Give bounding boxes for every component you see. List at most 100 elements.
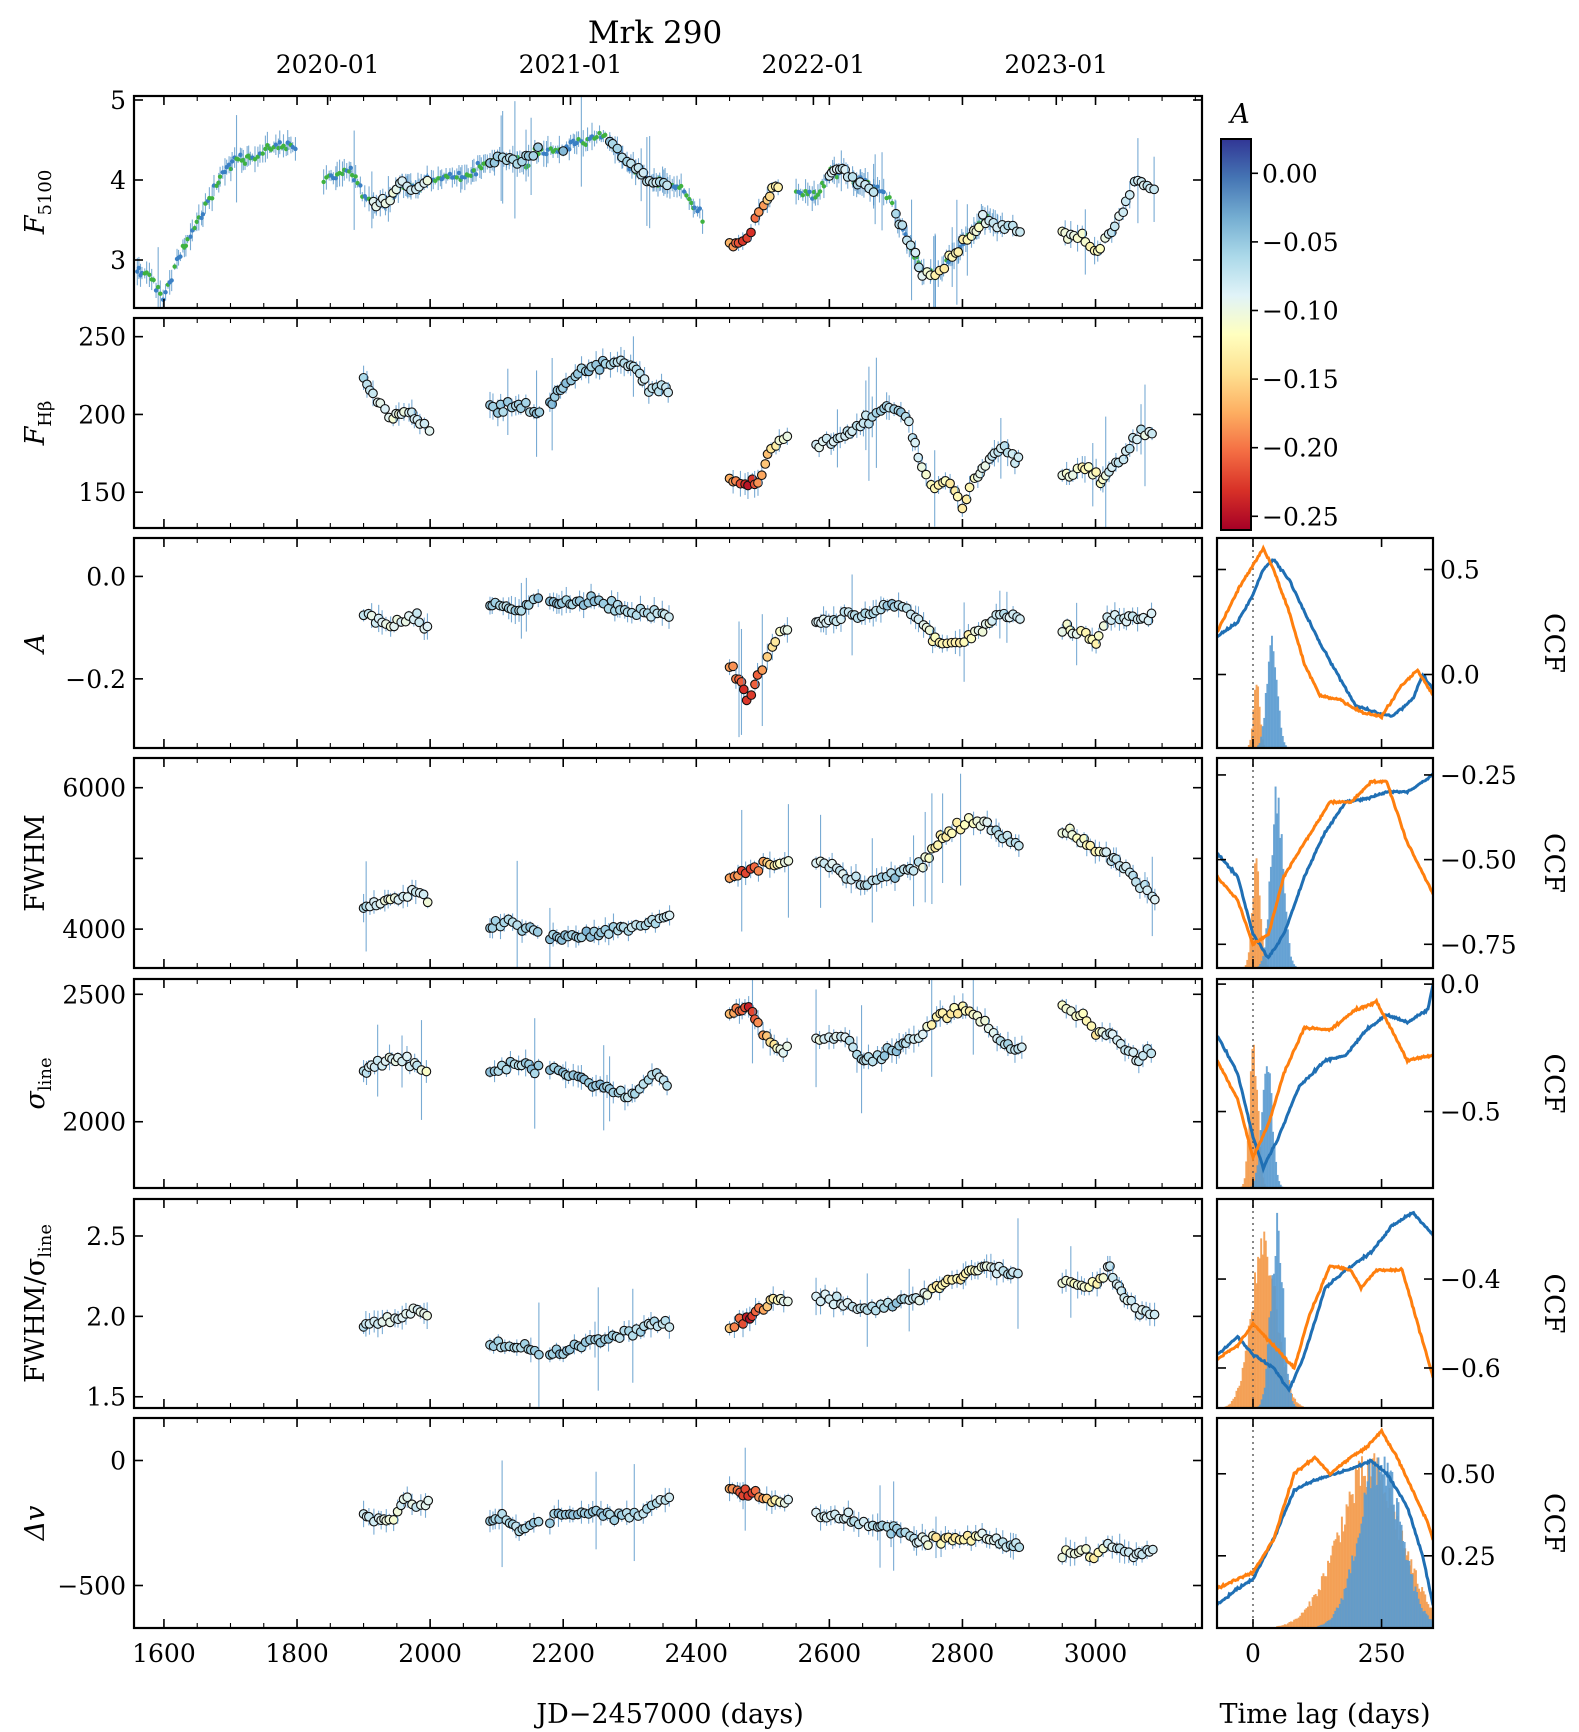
ccf-histogram-bar (1282, 868, 1285, 968)
marker-f5100 (574, 140, 579, 146)
panel-frame-fwhm (132, 756, 1204, 970)
ccf-curve-orange (1217, 544, 1433, 721)
marker-fhb (760, 459, 771, 469)
x-tick-label: 2000 (398, 1639, 462, 1668)
ccf-histogram-bar (1254, 1075, 1257, 1188)
marker-fhb (639, 374, 650, 384)
ccf-histogram-bar (1274, 786, 1277, 968)
marker-dv (664, 1492, 675, 1503)
panel-dv: −500 0 Δv (20, 1416, 1204, 1630)
y-label-subscript: line (35, 1057, 56, 1091)
marker-dv (1081, 1544, 1091, 1554)
ccf-histogram-bar (1247, 952, 1250, 968)
ccf-histogram-bar (1452, 1624, 1454, 1628)
ccf-histogram-bar (1316, 1596, 1319, 1628)
marker-sigma (980, 1015, 990, 1026)
ccf-histogram-bar (1308, 1601, 1311, 1628)
top-axis-tick-label: 2021-01 (519, 50, 623, 79)
ccf-histogram-bar (1258, 1145, 1261, 1188)
ccf-histogram-bar (1227, 1404, 1230, 1408)
colorbar-tick-label: −0.25 (1262, 502, 1339, 531)
ccf-histogram-bar (1320, 1624, 1323, 1628)
ccf-histogram-bar (1291, 1401, 1294, 1408)
ccf-histogram-bar (1343, 1588, 1346, 1628)
marker-A (728, 661, 738, 672)
ccf-histogram-bar (1261, 1112, 1264, 1188)
ccf-histogram-bar (1363, 1492, 1366, 1628)
marker-A (533, 593, 544, 603)
ccf-y-axis-label: CCF (1538, 833, 1569, 893)
marker-sigma (1016, 1042, 1027, 1053)
marker-fhb (1118, 454, 1129, 465)
marker-f5100 (689, 200, 694, 206)
marker-f5100 (353, 174, 358, 179)
ccf-histogram-bar (1248, 1120, 1251, 1188)
marker-f5100 (433, 178, 438, 183)
marker-dv (1148, 1544, 1158, 1555)
ccf-histogram-bar (1284, 745, 1287, 748)
marker-sigma (782, 1041, 792, 1052)
ccf-histogram-bar (1326, 1620, 1329, 1628)
ccf-histogram-bar (1257, 1256, 1260, 1408)
ccf-y-tick-label: 0.5 (1440, 556, 1480, 585)
ccf-histogram-bar (1276, 813, 1279, 968)
marker-f5100 (471, 168, 477, 173)
ccf-histogram-bar (1397, 1502, 1400, 1628)
marker-f5100 (163, 290, 168, 295)
marker-f5100 (445, 174, 450, 180)
ccf-histogram-bar (1286, 929, 1289, 968)
chart-title: Mrk 290 (588, 15, 722, 51)
ccf-histogram-bar (1349, 1573, 1352, 1628)
marker-sigma (1146, 1048, 1157, 1059)
marker-dv (1057, 1552, 1068, 1563)
ccf-histogram-bar (1291, 960, 1294, 968)
ccf-histogram-bar (1279, 837, 1282, 968)
ccf-histogram-bar (1411, 1574, 1414, 1628)
ccf-histogram-bar (1230, 1400, 1233, 1408)
ccf-histogram-bar (1300, 1612, 1303, 1628)
marker-f5100 (662, 180, 672, 191)
ccf-histogram-bar (1354, 1556, 1357, 1628)
panel-fwhm: 4000 6000 FWHM (20, 756, 1204, 970)
marker-A (770, 636, 781, 647)
ccf-panel-ccf-fwhm: −0.75 −0.50 −0.25 CCF (1215, 756, 1569, 970)
y-tick-label: 250 (78, 323, 126, 352)
marker-ratio (1149, 1309, 1160, 1320)
ccf-histogram-bar (1271, 1275, 1274, 1408)
ccf-histogram-bar (1422, 1591, 1425, 1628)
marker-ratio (914, 1295, 925, 1306)
ccf-histogram-bar (1277, 797, 1280, 968)
ccf-histogram-bar (1291, 1393, 1293, 1408)
ccf-histogram-bar (1317, 1589, 1320, 1628)
marker-f5100 (847, 172, 858, 182)
ccf-histogram-bar (1333, 1540, 1336, 1628)
ccf-histogram-bar (1232, 1398, 1235, 1408)
ccf-histogram-bar (1347, 1506, 1350, 1628)
marker-f5100 (583, 142, 589, 148)
top-axis-tick-label: 2020-01 (276, 50, 380, 79)
ccf-histogram-bar (1303, 1609, 1306, 1628)
ccf-histogram-bar (1334, 1539, 1337, 1628)
marker-fwhm (1101, 847, 1112, 857)
ccf-histogram-bar (1461, 1626, 1463, 1628)
y-tick-label: 0.0 (86, 562, 126, 591)
ccf-histogram-bar (1351, 1555, 1354, 1628)
ccf-histogram-bar (1272, 1131, 1274, 1188)
colorbar-tick-label: −0.15 (1262, 365, 1339, 394)
ccf-histogram-bar (1297, 1403, 1300, 1408)
ccf-y-tick-label: 0.0 (1440, 970, 1480, 999)
marker-f5100 (914, 262, 924, 273)
ccf-histogram-bar (1430, 1607, 1433, 1628)
ccf-histogram-bar (1454, 1624, 1456, 1628)
ccf-panel-ccf-sigma: −0.5 0.0 CCF (1215, 970, 1569, 1190)
marker-sigma (1086, 1021, 1097, 1031)
ccf-histogram-bar (1412, 1590, 1415, 1628)
ccf-histogram-bar (1254, 689, 1256, 748)
ccf-histogram-bar (1313, 1594, 1316, 1628)
marker-fhb (380, 404, 390, 414)
ccf-histogram-bar (1392, 1504, 1395, 1628)
marker-fwhm (1149, 894, 1160, 905)
ccf-histogram-bar (1330, 1555, 1333, 1628)
ccf-histogram-bar (1266, 1344, 1269, 1408)
marker-f5100 (746, 227, 756, 238)
